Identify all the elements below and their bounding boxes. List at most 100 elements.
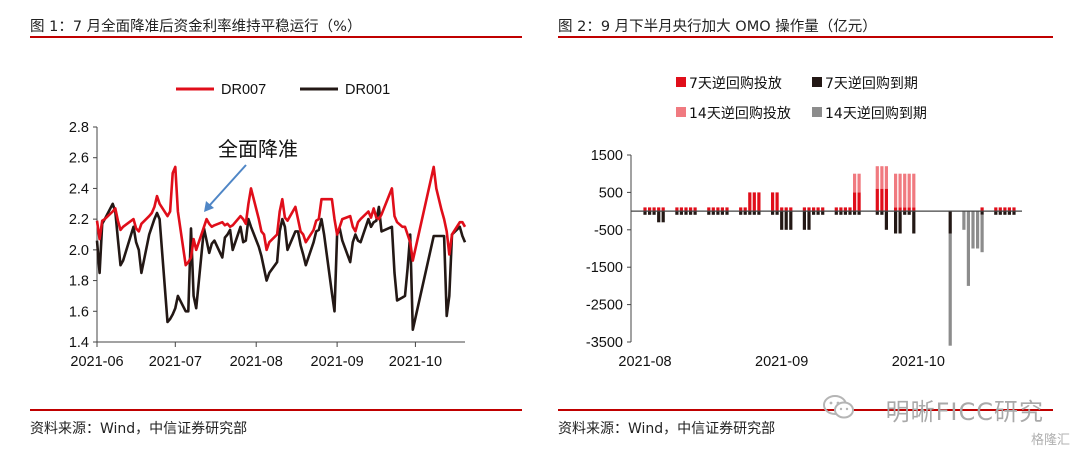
bar-7d-maturity (643, 211, 647, 215)
bar-7d-maturity (711, 211, 715, 215)
y-tick-label: 2.2 (69, 212, 89, 228)
legend-label-dr007: DR007 (221, 82, 266, 98)
legend-7d-injection-label: 7天逆回购投放 (689, 76, 782, 92)
bar-7d-maturity (807, 211, 811, 230)
bar-7d-injection (780, 207, 784, 212)
bar-7d-injection (807, 207, 811, 212)
bar-7d-maturity (802, 211, 806, 230)
bar-14d-injection (903, 173, 907, 208)
bar-7d-maturity (812, 211, 816, 215)
bar-7d-injection (720, 207, 724, 212)
y-tick-label: 1.6 (69, 304, 89, 320)
y-tick-label: -1500 (586, 260, 623, 276)
bar-14d-maturity (980, 214, 984, 253)
bar-7d-maturity (693, 211, 697, 215)
right-bar-chart: 1500 500 -500 -1500 -2500 -3500 2021-08 2021-09… (586, 76, 1022, 370)
bar-7d-injection (789, 207, 793, 212)
bar-7d-injection (775, 192, 779, 212)
x-tick-label: 2021-10 (389, 354, 442, 370)
bar-7d-injection (748, 192, 752, 212)
bar-7d-maturity (661, 211, 665, 223)
bar-7d-maturity (679, 211, 683, 215)
x-tick-label: 2021-09 (755, 354, 808, 370)
bar-7d-injection (898, 207, 902, 212)
bar-7d-maturity (912, 211, 916, 234)
bar-7d-injection (725, 207, 729, 212)
bar-7d-injection (652, 207, 656, 212)
left-source-note: 资料来源：Wind，中信证券研究部 (30, 421, 248, 437)
x-tick-label: 2021-10 (892, 354, 945, 370)
bar-7d-maturity (784, 211, 788, 230)
legend-7d-maturity-swatch (812, 77, 822, 87)
right-source-rule (558, 409, 1053, 411)
bar-14d-injection (875, 166, 879, 189)
y-tick-label: 500 (599, 185, 623, 201)
bar-7d-maturity (716, 211, 720, 215)
legend-14d-injection-swatch (676, 107, 686, 117)
bar-7d-injection (643, 207, 647, 212)
y-tick-label: 2.6 (69, 151, 89, 167)
y-tick-label: -2500 (586, 298, 623, 314)
series-line-dr001 (95, 202, 467, 332)
left-line-chart: 1.4 1.6 1.8 2.0 2.2 2.4 2.6 2.8 2021-06 2021-07 20… (69, 82, 467, 370)
bar-7d-maturity (675, 211, 679, 215)
bar-7d-injection (894, 207, 898, 212)
bar-7d-maturity (980, 211, 984, 215)
watermark-text: 明晰FICC研究 (885, 398, 1044, 426)
bar-7d-maturity (652, 211, 656, 215)
bar-7d-maturity (657, 211, 661, 223)
annotation-text: 全面降准 (218, 137, 298, 161)
legend-7d-injection-swatch (676, 77, 686, 87)
bar-7d-injection (684, 207, 688, 212)
bar-7d-maturity (821, 211, 825, 215)
bar-7d-maturity (998, 211, 1002, 215)
bar-7d-injection (812, 207, 816, 212)
bar-14d-injection (898, 173, 902, 208)
y-tick-label: 2.0 (69, 243, 89, 259)
bar-7d-maturity (725, 211, 729, 215)
bar-7d-maturity (707, 211, 711, 215)
bar-14d-injection (880, 166, 884, 189)
bar-7d-maturity (771, 211, 775, 215)
bar-7d-maturity (857, 211, 861, 215)
bar-7d-maturity (720, 211, 724, 215)
bar-7d-injection (880, 188, 884, 212)
series-line-dr007 (95, 165, 467, 267)
bar-7d-maturity (775, 211, 779, 215)
bar-7d-maturity (880, 211, 884, 215)
bar-7d-injection (689, 207, 693, 212)
bar-7d-maturity (648, 211, 652, 215)
bar-7d-injection (848, 207, 852, 212)
bar-7d-injection (834, 207, 838, 212)
annotation-arrow (204, 164, 247, 212)
right-source-note: 资料来源：Wind，中信证券研究部 (558, 421, 776, 437)
y-tick-label: 2.4 (69, 181, 89, 197)
x-tick-label: 2021-08 (230, 354, 283, 370)
bar-7d-maturity (748, 211, 752, 215)
x-tick-label: 2021-08 (618, 354, 671, 370)
bar-14d-maturity (948, 233, 952, 346)
legend-14d-maturity-label: 14天逆回购到期 (825, 106, 927, 122)
legend-label-dr001: DR001 (345, 82, 390, 98)
bar-7d-injection (875, 188, 879, 212)
bar-7d-injection (707, 207, 711, 212)
bar-7d-maturity (894, 211, 898, 234)
bar-7d-maturity (948, 211, 952, 234)
bar-7d-injection (857, 192, 861, 212)
bar-14d-injection (907, 173, 911, 208)
bar-7d-maturity (875, 211, 879, 215)
bar-7d-injection (903, 207, 907, 212)
bar-7d-maturity (743, 211, 747, 215)
bar-7d-injection (853, 192, 857, 212)
bar-7d-injection (784, 207, 788, 212)
legend-14d-maturity-swatch (812, 107, 822, 117)
bar-7d-injection (661, 207, 665, 212)
bar-14d-maturity (962, 211, 966, 230)
bar-7d-injection (884, 188, 888, 212)
bar-7d-maturity (994, 211, 998, 215)
corner-logo: 格隆汇 (1030, 433, 1070, 448)
bar-14d-maturity (966, 211, 970, 286)
bar-7d-injection (679, 207, 683, 212)
bar-7d-maturity (848, 211, 852, 215)
bar-7d-maturity (757, 211, 761, 215)
